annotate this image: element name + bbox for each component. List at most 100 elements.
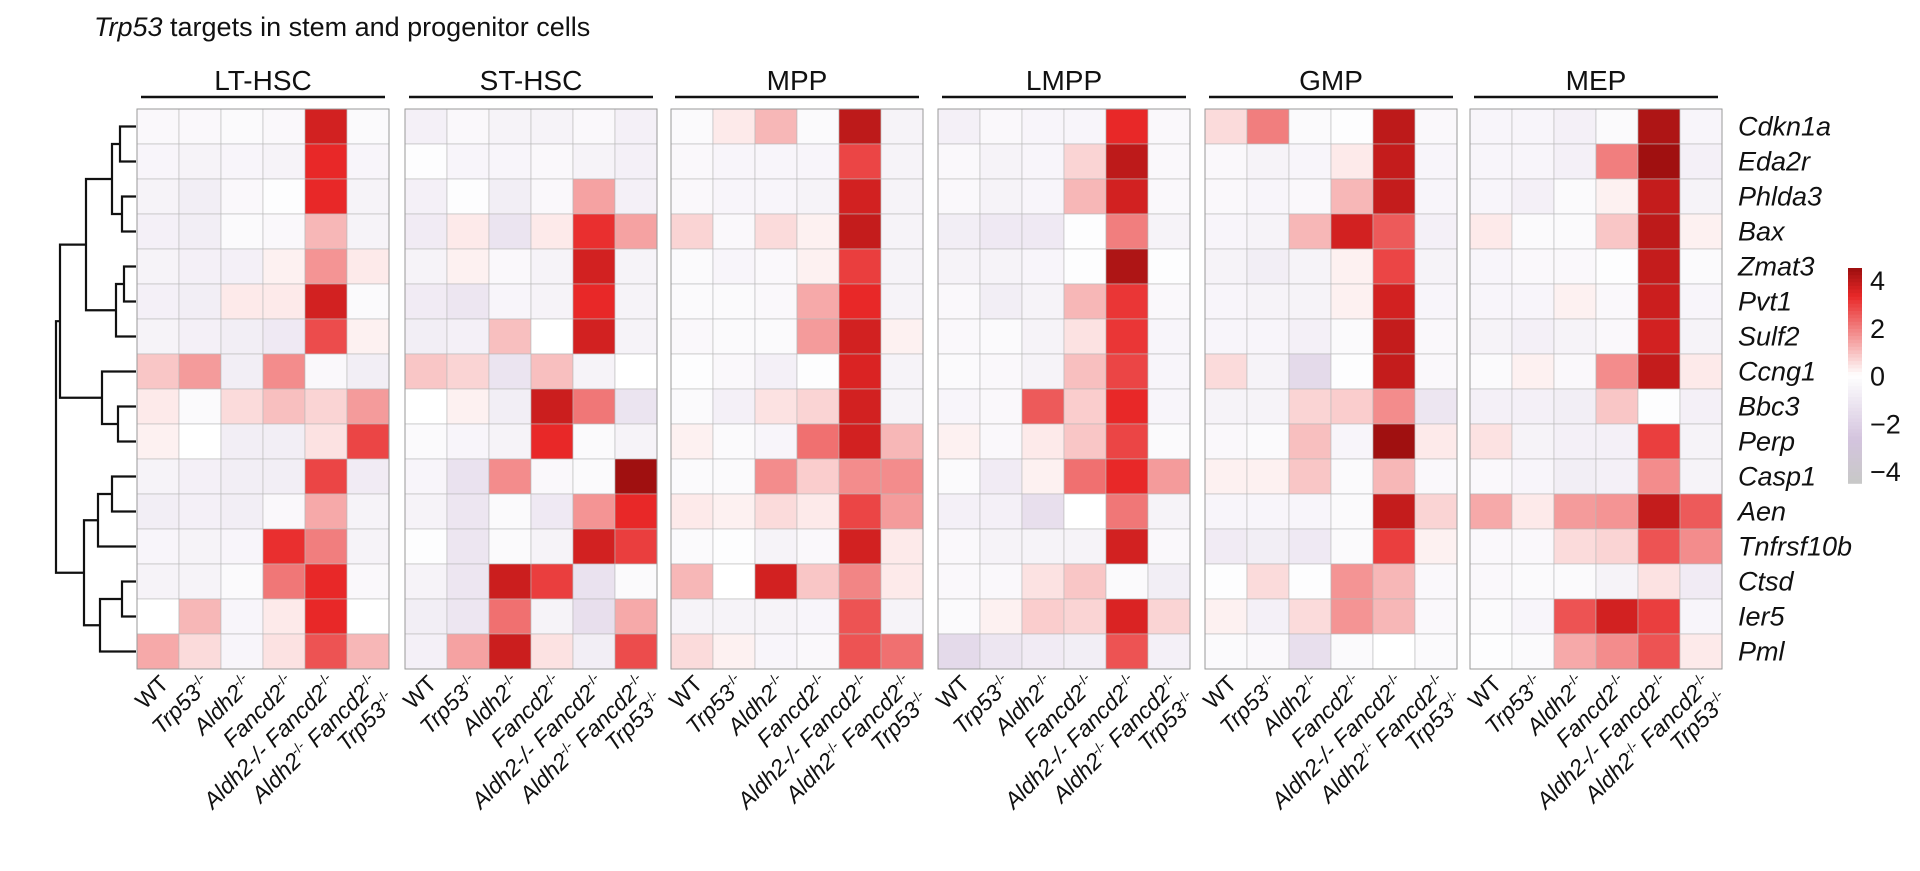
heatmap-cell — [1469, 248, 1513, 285]
heatmap-cell — [1511, 178, 1555, 215]
heatmap-cell — [1105, 493, 1149, 530]
dendrogram-branch — [54, 320, 84, 574]
heatmap-cell — [446, 178, 490, 215]
heatmap-cell — [754, 108, 798, 145]
heatmap-cell — [136, 423, 180, 460]
heatmap-cell — [1204, 108, 1248, 145]
heatmap-cell — [1469, 458, 1513, 495]
heatmap-cell — [404, 143, 448, 180]
heatmap-cell — [1372, 213, 1416, 250]
heatmap-cell — [1021, 178, 1065, 215]
heatmap-cell — [1246, 563, 1290, 600]
heatmap-cell — [1637, 633, 1681, 670]
heatmap-cell — [1414, 528, 1458, 565]
heatmap-cell — [1204, 493, 1248, 530]
colorbar-swatch — [1848, 461, 1862, 466]
heatmap-cell — [1637, 213, 1681, 250]
heatmap-cell — [1288, 458, 1332, 495]
heatmap-cell — [670, 108, 714, 145]
heatmap-cell — [754, 143, 798, 180]
colorbar-tick-label: −2 — [1870, 409, 1901, 439]
colorbar-swatch — [1848, 300, 1862, 305]
heatmap-cell — [1063, 458, 1107, 495]
heatmap-cell — [1105, 633, 1149, 670]
colorbar-swatch — [1848, 432, 1862, 438]
heatmap-cell — [346, 388, 390, 425]
heatmap-cell — [1679, 353, 1723, 390]
colorbar-swatch — [1848, 307, 1862, 312]
heatmap-cell — [1372, 598, 1416, 635]
heatmap-cell — [1469, 213, 1513, 250]
row-dendrogram — [54, 125, 136, 653]
heatmap-cell — [1204, 318, 1248, 355]
heatmap-cell — [1246, 598, 1290, 635]
heatmap-cell — [262, 493, 306, 530]
heatmap-cell — [1105, 108, 1149, 145]
heatmap-cell — [1511, 633, 1555, 670]
gene-label: Ier5 — [1738, 602, 1786, 632]
heatmap-cell — [220, 108, 264, 145]
heatmap-cell — [880, 493, 924, 530]
colorbar-swatch — [1848, 354, 1862, 359]
heatmap-cell — [488, 563, 532, 600]
heatmap-cell — [796, 458, 840, 495]
heatmap-cell — [1553, 178, 1597, 215]
heatmap-cell — [1330, 213, 1374, 250]
heatmap-cell — [1063, 598, 1107, 635]
colorbar-swatch — [1848, 465, 1862, 470]
heatmap-cell — [1204, 423, 1248, 460]
panel-border — [1204, 108, 1458, 670]
heatmap-cell — [796, 178, 840, 215]
heatmap-cell — [304, 423, 348, 460]
colorbar-swatch — [1848, 268, 1862, 273]
heatmap-cell — [1637, 598, 1681, 635]
heatmap-cell — [346, 143, 390, 180]
heatmap-cell — [1021, 458, 1065, 495]
heatmap-cell — [404, 458, 448, 495]
heatmap-cell — [1553, 388, 1597, 425]
heatmap-cell — [404, 563, 448, 600]
heatmap-cell — [1063, 248, 1107, 285]
gene-label: Bax — [1738, 217, 1786, 247]
heatmap-cell — [1553, 248, 1597, 285]
heatmap-cell — [346, 283, 390, 320]
heatmap-cell — [220, 633, 264, 670]
heatmap-cell — [1372, 388, 1416, 425]
colorbar-swatch — [1848, 454, 1862, 459]
heatmap-cell — [262, 248, 306, 285]
heatmap-cell — [1147, 283, 1191, 320]
heatmap-cell — [404, 318, 448, 355]
colorbar-swatch — [1848, 414, 1862, 420]
colorbar-swatch — [1848, 422, 1862, 427]
heatmap-cell — [1063, 633, 1107, 670]
heatmap-cell — [1414, 633, 1458, 670]
heatmap-cell — [880, 388, 924, 425]
heatmap-cell — [880, 213, 924, 250]
heatmap-cell — [670, 493, 714, 530]
heatmap-cell — [670, 143, 714, 180]
heatmap-cell — [572, 458, 616, 495]
colorbar-swatch — [1848, 375, 1862, 380]
heatmap-cell — [1595, 633, 1639, 670]
colorbar-swatch — [1848, 271, 1862, 276]
heatmap-cell — [754, 423, 798, 460]
heatmap-cell — [530, 458, 574, 495]
heatmap-cell — [670, 633, 714, 670]
heatmap-cell — [1246, 633, 1290, 670]
heatmap-cell — [712, 598, 756, 635]
heatmap-cell — [880, 108, 924, 145]
heatmap-cell — [1063, 283, 1107, 320]
heatmap-cell — [1372, 423, 1416, 460]
heatmap-cell — [754, 598, 798, 635]
heatmap-cell — [937, 143, 981, 180]
heatmap-cell — [1679, 633, 1723, 670]
heatmap-cell — [838, 633, 882, 670]
heatmap-cell — [1595, 283, 1639, 320]
heatmap-cell — [1469, 108, 1513, 145]
heatmap-cell — [1511, 528, 1555, 565]
heatmap-cell — [614, 213, 658, 250]
heatmap-cell — [838, 388, 882, 425]
heatmap-cell — [572, 598, 616, 635]
heatmap-cell — [404, 248, 448, 285]
colorbar-swatch — [1848, 311, 1862, 316]
